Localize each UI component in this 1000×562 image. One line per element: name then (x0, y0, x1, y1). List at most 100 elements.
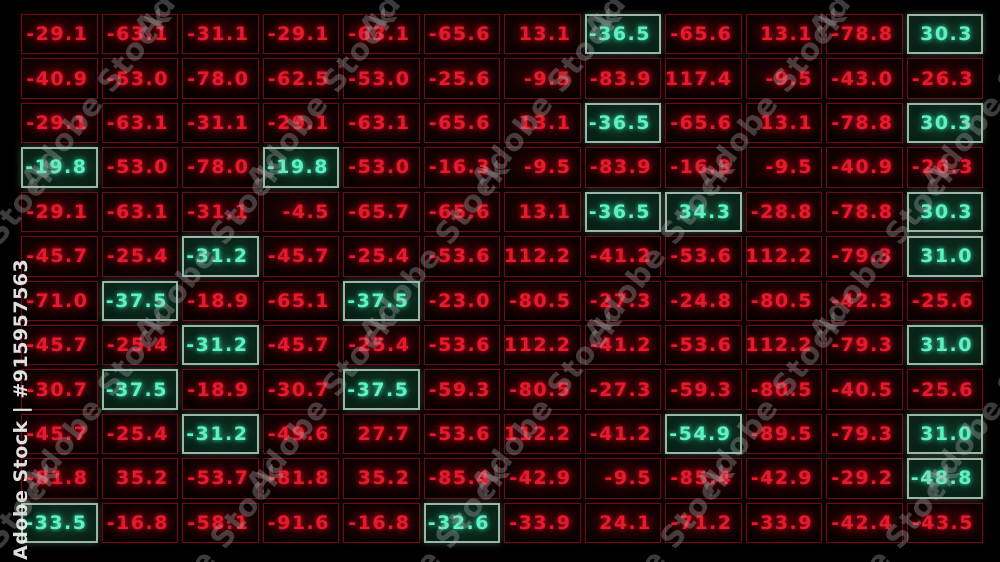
grid-cell-r3c10: 13.1 (745, 102, 822, 144)
grid-cell-r9c2: -37.5 (101, 369, 178, 410)
grid-cell-r8c2: -25.4 (101, 324, 178, 366)
grid-cell-r6c6: -53.6 (423, 236, 500, 277)
grid-cell-r5c4: -4.5 (262, 191, 339, 233)
grid-cell-r3c12: 30.3 (906, 102, 983, 144)
grid-cell-r9c6: -59.3 (423, 369, 500, 410)
grid-cell-r7c7: -80.5 (504, 280, 581, 321)
grid-cell-r3c1: -29.1 (21, 102, 98, 144)
grid-cell-r12c8: 24.1 (584, 502, 661, 543)
grid-cell-r3c2: -63.1 (101, 102, 178, 144)
grid-cell-r3c8: -36.5 (584, 102, 661, 144)
grid-cell-r7c2: -37.5 (101, 280, 178, 321)
grid-cell-r4c10: -9.5 (745, 147, 822, 188)
grid-cell-r1c2: -63.1 (101, 14, 178, 55)
grid-cell-r9c10: -80.5 (745, 369, 822, 410)
grid-cell-r4c7: -9.5 (504, 147, 581, 188)
grid-cell-r5c11: -78.8 (826, 191, 903, 233)
grid-cell-r12c2: -16.8 (101, 502, 178, 543)
grid-cell-r12c11: -42.4 (826, 502, 903, 543)
grid-cell-r2c6: -25.6 (423, 58, 500, 99)
grid-cell-r5c8: -36.5 (584, 191, 661, 233)
grid-cell-r8c5: -25.4 (343, 324, 420, 366)
grid-cell-r7c1: -71.0 (21, 280, 98, 321)
grid-cell-r11c6: -85.4 (423, 458, 500, 499)
grid-cell-r2c2: -53.0 (101, 58, 178, 99)
grid-cell-r1c6: -65.6 (423, 14, 500, 55)
grid-cell-r1c7: 13.1 (504, 14, 581, 55)
grid-cell-r2c3: -78.0 (182, 58, 259, 99)
grid-cell-r1c1: -29.1 (21, 14, 98, 55)
grid-cell-r10c9: -54.9 (665, 413, 742, 455)
grid-cell-r7c4: -65.1 (262, 280, 339, 321)
grid-cell-r3c11: -78.8 (826, 102, 903, 144)
grid-cell-r12c12: -43.5 (906, 502, 983, 543)
grid-cell-r3c5: -63.1 (343, 102, 420, 144)
grid-cell-r11c5: 35.2 (343, 458, 420, 499)
grid-cell-r4c2: -53.0 (101, 147, 178, 188)
grid-cell-r5c5: -65.7 (343, 191, 420, 233)
grid-cell-r11c7: -42.9 (504, 458, 581, 499)
grid-cell-r6c4: -45.7 (262, 236, 339, 277)
grid-cell-r3c9: -65.6 (665, 102, 742, 144)
grid-cell-r11c3: -53.7 (182, 458, 259, 499)
grid-cell-r6c8: -41.2 (584, 236, 661, 277)
grid-cell-r2c10: -9.5 (745, 58, 822, 99)
grid-cell-r3c6: -65.6 (423, 102, 500, 144)
grid-cell-r9c12: -25.6 (906, 369, 983, 410)
grid-cell-r8c9: -53.6 (665, 324, 742, 366)
grid-cell-r11c11: -29.2 (826, 458, 903, 499)
grid-cell-r9c5: -37.5 (343, 369, 420, 410)
grid-cell-r9c9: -59.3 (665, 369, 742, 410)
grid-cell-r1c5: -63.1 (343, 14, 420, 55)
grid-cell-r8c1: -45.7 (21, 324, 98, 366)
grid-cell-r8c12: 31.0 (906, 324, 983, 366)
grid-cell-r1c3: -31.1 (182, 14, 259, 55)
grid-cell-r5c12: 30.3 (906, 191, 983, 233)
grid-cell-r12c5: -16.8 (343, 502, 420, 543)
grid-cell-r1c9: -65.6 (665, 14, 742, 55)
grid-cell-r8c6: -53.6 (423, 324, 500, 366)
grid-cell-r8c10: -112.2 (745, 324, 822, 366)
grid-cell-r12c3: -58.1 (182, 502, 259, 543)
grid-cell-r3c7: 13.1 (504, 102, 581, 144)
grid-cell-r2c8: -83.9 (584, 58, 661, 99)
grid-cell-r6c7: -112.2 (504, 236, 581, 277)
grid-cell-r10c1: -45.7 (21, 413, 98, 455)
grid-cell-r11c4: -81.8 (262, 458, 339, 499)
grid-cell-r5c9: 34.3 (665, 191, 742, 233)
grid-cell-r10c11: -79.3 (826, 413, 903, 455)
grid-cell-r10c7: -112.2 (504, 413, 581, 455)
grid-cell-r4c12: -26.3 (906, 147, 983, 188)
grid-cell-r12c10: -33.9 (745, 502, 822, 543)
grid-cell-r7c9: -24.8 (665, 280, 742, 321)
grid-cell-r6c9: -53.6 (665, 236, 742, 277)
grid-cell-r5c10: -28.8 (745, 191, 822, 233)
led-data-grid: -29.1 -63.1 -31.1 -29.1 -63.1 -65.6 13.1 -36.5-… (21, 14, 983, 543)
grid-cell-r12c7: -33.9 (504, 502, 581, 543)
grid-cell-r7c10: -80.5 (745, 280, 822, 321)
grid-cell-r9c3: -18.9 (182, 369, 259, 410)
grid-cell-r4c4: -19.8 (262, 147, 339, 188)
grid-cell-r7c5: -37.5 (343, 280, 420, 321)
grid-cell-r6c11: -79.3 (826, 236, 903, 277)
grid-cell-r6c5: -25.4 (343, 236, 420, 277)
grid-cell-r11c9: -85.4 (665, 458, 742, 499)
grid-cell-r4c5: -53.0 (343, 147, 420, 188)
grid-cell-r12c6: -32.6 (423, 502, 500, 543)
grid-cell-r4c11: -40.9 (826, 147, 903, 188)
grid-cell-r2c5: -53.0 (343, 58, 420, 99)
grid-cell-r6c3: -31.2 (182, 236, 259, 277)
grid-cell-r4c1: -19.8 (21, 147, 98, 188)
grid-cell-r2c1: -40.9 (21, 58, 98, 99)
grid-cell-r7c8: -27.3 (584, 280, 661, 321)
grid-cell-r1c10: 13.1 (745, 14, 822, 55)
grid-cell-r9c1: -30.7 (21, 369, 98, 410)
grid-cell-r10c4: -49.6 (262, 413, 339, 455)
grid-cell-r8c3: -31.2 (182, 324, 259, 366)
grid-cell-r7c11: -42.3 (826, 280, 903, 321)
grid-cell-r2c12: -26.3 (906, 58, 983, 99)
grid-cell-r1c11: -78.8 (826, 14, 903, 55)
grid-cell-r4c9: -16.3 (665, 147, 742, 188)
grid-cell-r1c12: 30.3 (906, 14, 983, 55)
